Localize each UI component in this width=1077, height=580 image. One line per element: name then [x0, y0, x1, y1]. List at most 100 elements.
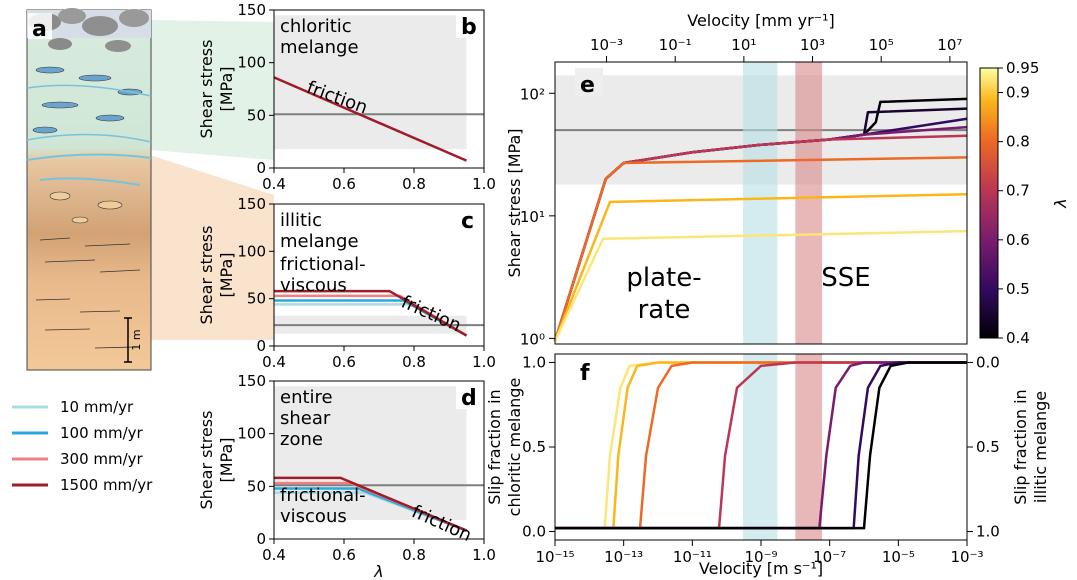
- x-tick-label: 10⁻¹³: [604, 548, 643, 566]
- y-tick-label: 150: [237, 195, 266, 213]
- x-tick-label: 10⁻¹⁵: [535, 548, 574, 566]
- panel-letter-bg: [456, 12, 482, 38]
- axes-frame: [554, 61, 968, 345]
- y-tick-label: 150: [237, 372, 266, 390]
- colorbar-tick-label: 0.8: [1006, 133, 1030, 151]
- region-label: frictional-viscous: [280, 254, 366, 296]
- y-tick-label: 100: [237, 242, 266, 260]
- sse-band: [795, 62, 823, 344]
- legend-label: 300 mm/yr: [60, 450, 144, 468]
- series-line: [555, 361, 967, 530]
- shaded-range: [274, 386, 467, 521]
- y-tick-label: 1.0: [522, 353, 546, 371]
- y-axis-label: Shear stress[MPa]: [197, 226, 236, 325]
- colorbar-tick-label: 0.5: [1006, 280, 1030, 298]
- y-tick-label: 50: [247, 477, 266, 495]
- right-y-axis-label: Slip fraction inillitic melange: [1011, 389, 1050, 504]
- right-y-tick-label: 0.5: [976, 438, 1000, 456]
- colorbar-gradient: [979, 67, 999, 339]
- series-line: [274, 289, 468, 337]
- y-tick-label: 0.5: [522, 438, 546, 456]
- series-line: [553, 193, 968, 342]
- x-tick-label: 0.6: [332, 353, 356, 371]
- y-tick-label: 150: [237, 1, 266, 19]
- plate-rate-label: plate-rate: [626, 263, 701, 325]
- top-x-tick-label: 10⁻¹: [659, 36, 692, 54]
- x-tick-label: 10⁻⁹: [744, 548, 777, 566]
- axes-frame: [273, 203, 485, 347]
- y-tick-label: 50: [247, 290, 266, 308]
- top-x-axis-label: Velocity [mm yr⁻¹]: [687, 11, 835, 30]
- x-tick-label: 10⁻⁷: [813, 548, 846, 566]
- panel-letter-bg: [575, 358, 601, 384]
- x-tick-label: 0.4: [262, 546, 286, 564]
- panel-letter-bg: [575, 68, 603, 96]
- panel-letter-b: b: [461, 15, 477, 40]
- legend-label: 1500 mm/yr: [60, 476, 153, 494]
- scale-bar-label: 1 m: [130, 329, 143, 350]
- plate-rate-band: [743, 354, 778, 540]
- x-tick-label: 0.4: [262, 353, 286, 371]
- x-tick-label: 1.0: [472, 175, 496, 193]
- y-axis-label: Shear stress[MPa]: [197, 411, 236, 510]
- axes-frame: [273, 9, 485, 169]
- series-line: [273, 76, 467, 162]
- panel-e-chart: 10⁰ 10¹ 10² 10⁻³ 10⁻¹ 10¹ 10³ 10⁵ 10⁷ Velocity [m…: [505, 11, 968, 348]
- top-x-tick-label: 10⁵: [869, 36, 894, 54]
- y-tick-label: 50: [247, 106, 266, 124]
- y-tick-label: 10⁰: [520, 330, 545, 348]
- colorbar-tick-label: 0.95: [1006, 59, 1039, 77]
- sse-band: [795, 354, 823, 540]
- panel-b-chart: 0.4 0.6 0.8 1.0 0 50 100 150 Shear stress[MPa] b c…: [197, 1, 496, 193]
- y-tick-label: 100: [237, 425, 266, 443]
- panel-letter-e: e: [580, 73, 595, 98]
- x-tick-label: 1.0: [472, 353, 496, 371]
- y-axis-label: Shear stress[MPa]: [197, 40, 236, 139]
- top-x-tick-label: 10⁻³: [590, 36, 623, 54]
- velocity-legend: 10 mm/yr 100 mm/yr 300 mm/yr 1500 mm/yr: [12, 398, 153, 494]
- region-label: frictional-viscous: [280, 485, 366, 527]
- right-y-tick-label: 0.0: [976, 353, 1000, 371]
- plate-rate-band: [743, 62, 778, 344]
- x-tick-label: 0.8: [402, 546, 426, 564]
- colorbar-tick-label: 0.7: [1006, 182, 1030, 200]
- series-line: [553, 229, 968, 342]
- y-tick-label: 0: [256, 159, 266, 177]
- top-x-tick-label: 10¹: [731, 36, 756, 54]
- axes-frame: [273, 380, 485, 540]
- x-axis-label: Velocity [m s⁻¹]: [699, 559, 823, 578]
- x-axis-label: λ: [373, 562, 383, 580]
- y-tick-label: 0: [256, 337, 266, 355]
- colorbar-label: λ: [1051, 198, 1070, 208]
- panel-d-chart: 0.4 0.6 0.8 1.0 0 50 100 150 Shear stress[MPa] λ d…: [197, 372, 496, 580]
- series-line: [274, 476, 467, 532]
- panel-f-chart: 10⁻¹⁵ 10⁻¹³ 10⁻¹¹ 10⁻⁹ 10⁻⁷ 10⁻⁵ 10⁻³ 0.0 0.5 1.0…: [485, 353, 1050, 578]
- lambda-colorbar: 0.4 0.5 0.6 0.7 0.8 0.9 0.95 λ: [979, 59, 1070, 347]
- x-tick-label: 0.4: [262, 175, 286, 193]
- panel-letter-bg: [456, 206, 482, 232]
- panel-letter-bg: [456, 383, 482, 409]
- panel-letter-c: c: [461, 209, 474, 234]
- legend-label: 100 mm/yr: [60, 424, 144, 442]
- right-y-tick-label: 1.0: [976, 523, 1000, 541]
- x-tick-label: 0.6: [332, 175, 356, 193]
- panel-letter-d: d: [461, 386, 477, 411]
- colorbar-tick-label: 0.4: [1006, 329, 1030, 347]
- series-line: [553, 156, 968, 342]
- shaded-range: [274, 15, 467, 150]
- y-tick-label: 100: [237, 54, 266, 72]
- x-tick-label: 0.8: [402, 175, 426, 193]
- y-tick-label: 10¹: [520, 208, 545, 226]
- y-tick-label: 10²: [520, 85, 545, 103]
- x-tick-label: 10⁻¹¹: [673, 548, 712, 566]
- x-tick-label: 10⁻⁵: [882, 548, 915, 566]
- legend-label: 10 mm/yr: [60, 398, 134, 416]
- y-tick-label: 0.0: [522, 523, 546, 541]
- panel-label: illitic melange: [280, 210, 359, 252]
- fan-to-panel-c: [150, 155, 274, 340]
- panel-label: entire shear zone: [280, 387, 333, 450]
- fan-to-panel-b: [150, 20, 274, 160]
- x-tick-label: 0.8: [402, 353, 426, 371]
